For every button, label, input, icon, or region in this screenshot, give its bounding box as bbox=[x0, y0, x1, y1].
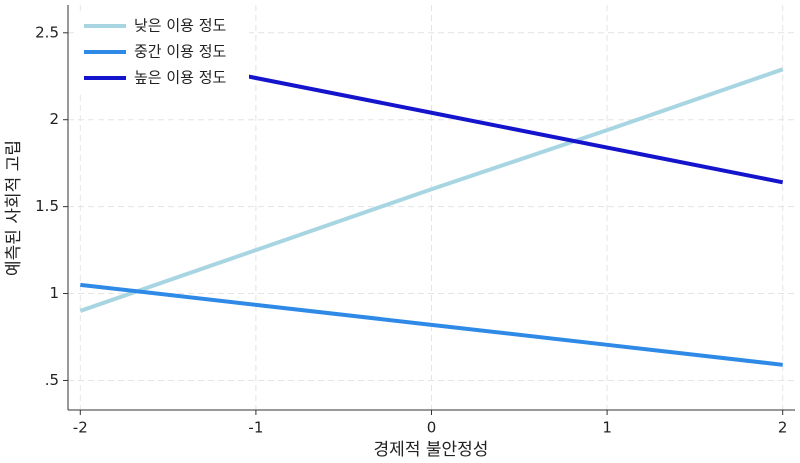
y-tick-label: 1.5 bbox=[35, 197, 59, 215]
data-line bbox=[79, 67, 784, 313]
y-tick-label: 1 bbox=[49, 284, 59, 302]
x-tick-label: 1 bbox=[602, 419, 612, 437]
y-tick-label: .5 bbox=[45, 371, 59, 389]
x-axis-label: 경제적 불안정성 bbox=[374, 440, 489, 460]
legend-label: 낮은 이용 정도 bbox=[134, 17, 227, 35]
x-tick-label: 2 bbox=[778, 419, 788, 437]
legend-label: 중간 이용 정도 bbox=[134, 43, 227, 61]
x-tick-label: 0 bbox=[427, 419, 437, 437]
legend-label: 높은 이용 정도 bbox=[134, 69, 227, 87]
data-line bbox=[80, 282, 783, 367]
x-tick-label: -2 bbox=[73, 419, 88, 437]
y-tick-label: 2 bbox=[49, 110, 59, 128]
y-axis-label: 예측된 사회적 고립 bbox=[4, 140, 24, 276]
x-tick-label: -1 bbox=[248, 419, 263, 437]
y-tick-label: 2.5 bbox=[35, 23, 59, 41]
